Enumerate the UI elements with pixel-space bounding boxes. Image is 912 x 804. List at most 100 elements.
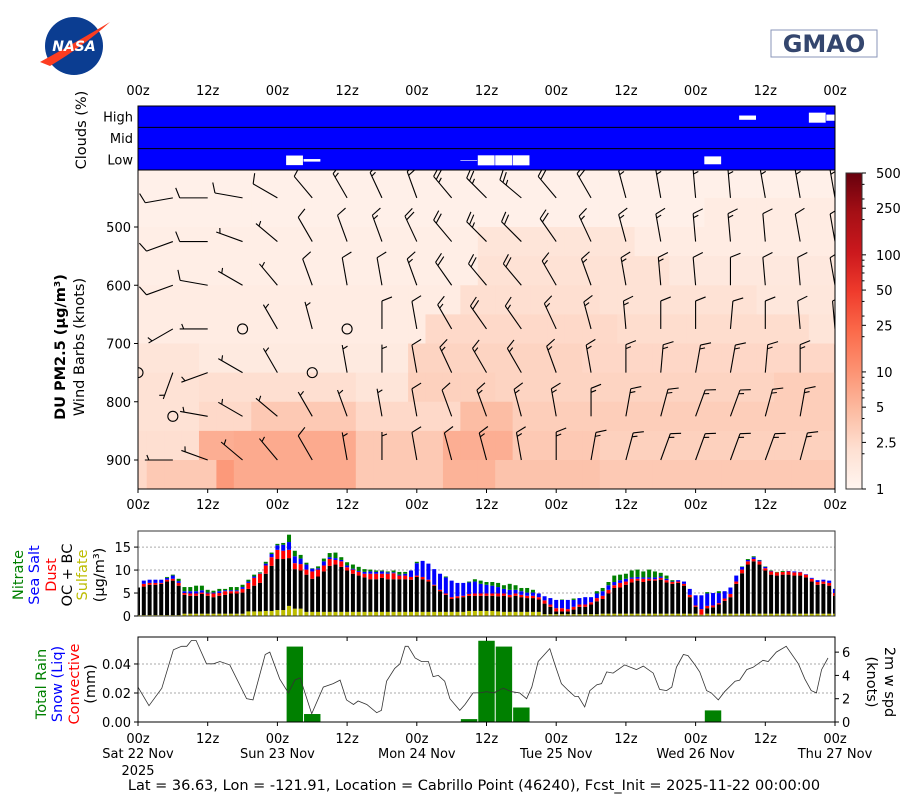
wind-barb-full — [692, 252, 704, 258]
wind-barb-half — [441, 346, 446, 352]
pm25-cell — [442, 343, 461, 374]
aerosol-bar-sulfate — [786, 613, 791, 616]
pm25-cell — [808, 285, 827, 315]
pm25-cell — [756, 285, 775, 315]
wind-barb-half — [479, 433, 485, 438]
wind-barb-staff — [337, 389, 348, 417]
aerosol-bar-nitrate — [641, 571, 646, 578]
cloud-cell — [286, 155, 303, 166]
pm25-cell — [599, 256, 618, 286]
aerosol-bar-sulfate — [676, 613, 681, 616]
aerosol-bar-seasalt — [716, 593, 721, 604]
aerosol-bar-dust — [507, 594, 512, 598]
wind-barb — [138, 284, 174, 296]
aerosol-bar-ocbc — [257, 582, 262, 612]
pm25-cell — [268, 460, 287, 489]
pm25-cell — [138, 227, 148, 257]
wind-barb-full — [513, 382, 524, 390]
aerosol-bar-seasalt — [240, 587, 245, 589]
pm25-cell — [181, 256, 200, 286]
wind-barb-staff — [341, 432, 348, 461]
wind-barb-full — [411, 295, 422, 302]
aerosol-bar-seasalt — [612, 582, 617, 586]
aerosol-bar-sulfate — [234, 613, 239, 616]
pm25-cell — [198, 460, 217, 489]
aerosol-bar-ocbc — [542, 603, 547, 615]
wind-barb-staff — [618, 214, 627, 242]
aerosol-bar-ocbc — [240, 592, 245, 614]
aerosol-bar-sulfate — [798, 613, 803, 616]
wind-barb-staff — [297, 435, 313, 461]
pm25-cell — [739, 314, 758, 344]
pm25-cell — [408, 285, 427, 315]
aerosol-bar-sulfate — [618, 613, 623, 616]
snow-label: Snow (Liq) — [50, 646, 66, 722]
wind-barb-full — [595, 429, 607, 433]
wind-barb — [341, 251, 352, 286]
wind-barb-staff — [695, 389, 706, 417]
wind-barb-half — [693, 171, 699, 175]
aerosol-bar-seasalt — [623, 578, 628, 582]
wind-barb-half — [181, 323, 185, 330]
aerosol-bar-seasalt — [147, 579, 152, 583]
wind-barb-full — [700, 342, 712, 346]
aerosol-bar-ocbc — [612, 587, 617, 614]
pm25-cell — [460, 372, 479, 403]
pm25-cell — [774, 401, 792, 432]
pm25-cell — [164, 343, 183, 374]
wind-barb — [655, 207, 666, 242]
wind-barb-staff — [618, 170, 627, 199]
wind-barb-full — [337, 207, 346, 216]
wind-barb — [411, 426, 422, 461]
pm25-cell — [181, 401, 200, 432]
wind-barb-full — [406, 211, 415, 221]
wind-barb — [293, 170, 313, 199]
pm25-cell — [286, 430, 305, 461]
wind-barb-half — [471, 178, 475, 184]
wind-barb-half — [474, 347, 479, 353]
total-rain-label: Total Rain — [34, 649, 50, 720]
pm25-cell — [808, 372, 827, 403]
wind-barb — [404, 207, 418, 242]
pm25-cell — [425, 170, 444, 199]
precip-panel — [138, 640, 835, 722]
aerosol-bar-dust — [432, 584, 437, 586]
aerosol-bar-ocbc — [519, 597, 524, 612]
aerosol-bar-nitrate — [292, 550, 297, 557]
pm25-cell — [251, 227, 270, 257]
wind-barb — [546, 338, 557, 373]
aerosol-bar-sulfate — [310, 611, 315, 616]
aerosol-bar-ocbc — [484, 595, 489, 611]
pm25-cell — [408, 197, 427, 228]
pm25-cell — [164, 314, 183, 344]
pm25-cell — [774, 460, 792, 489]
aerosol-bar-dust — [565, 609, 570, 612]
pm25-cell — [286, 343, 305, 374]
aerosol-bar-dust — [763, 568, 768, 571]
aerosol-bar-seasalt — [234, 590, 239, 592]
aerosol-bar-seasalt — [252, 576, 257, 578]
wind-barb — [799, 431, 819, 461]
aerosol-bar-nitrate — [780, 570, 785, 572]
aerosol-bar-seasalt — [763, 566, 768, 569]
wind-barb-staff — [138, 241, 139, 243]
wind-barb-staff — [729, 389, 741, 417]
wind-barb-full — [762, 252, 773, 258]
wind-barb-staff — [476, 389, 488, 417]
wind-barb-full — [469, 170, 475, 182]
aerosol-bar-nitrate — [467, 581, 472, 583]
pm25-xtick-label: 12z — [196, 498, 220, 513]
aerosol-bar-dust — [542, 600, 547, 604]
pm25-cell — [686, 430, 705, 461]
wind-barb-staff — [578, 215, 592, 242]
aerosol-bar-sulfate — [211, 613, 216, 616]
pm25-cell — [477, 227, 496, 257]
wind-barb-staff — [258, 438, 278, 461]
wind-barbs-ylabel: Wind Barbs (knots) — [72, 278, 88, 416]
pm25-cell — [652, 460, 670, 489]
aerosol-bar-sulfate — [803, 613, 808, 616]
top-time-tick: 00z — [126, 84, 150, 99]
wind-barb-staff — [337, 215, 348, 242]
aerosol-bar-seasalt — [217, 591, 222, 594]
pm25-cell — [233, 314, 252, 344]
